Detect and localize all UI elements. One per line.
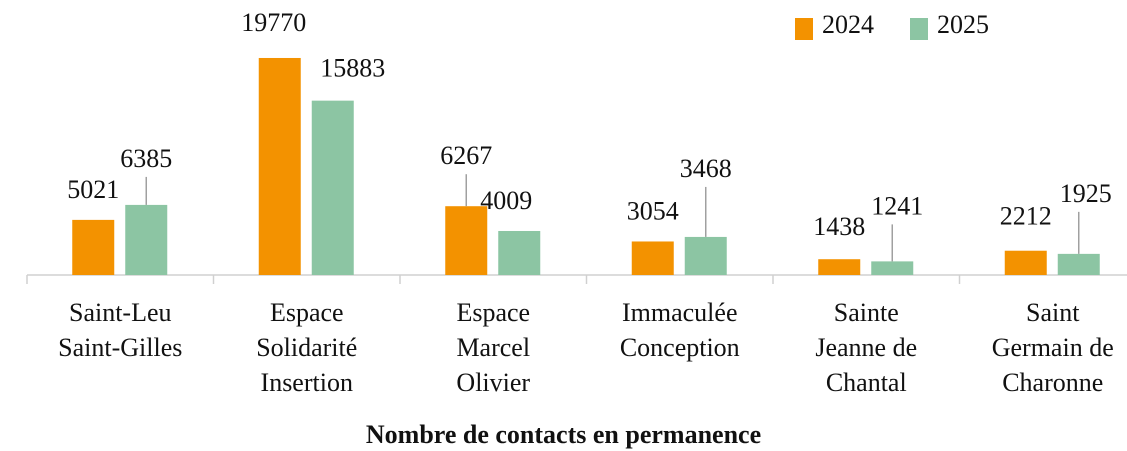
bar [72,219,115,275]
x-tick-label: Sainte Jeanne de Chantal [815,298,918,397]
bar [1057,253,1100,275]
data-label: 5021 [67,175,119,204]
bar [311,100,354,275]
legend-label: 2025 [937,10,989,39]
data-label: 3054 [627,196,679,225]
data-label: 6267 [440,141,492,170]
data-label: 3468 [680,154,732,183]
x-tick-label: Immaculée Conception [619,298,740,362]
bar [684,236,727,275]
data-label: 2212 [1000,202,1052,231]
data-label: 15883 [320,54,385,83]
x-tick-label: Espace Solidarité Insertion [256,298,358,397]
bar [871,261,914,275]
data-label: 19770 [241,8,306,37]
bar [631,241,674,275]
data-label: 1241 [871,191,923,220]
x-tick-label: Saint-Leu Saint-Gilles [58,298,183,362]
legend-swatch [910,18,928,40]
data-label: 1438 [813,212,865,241]
data-label: 6385 [120,144,172,173]
chart-title: Nombre de contacts en permanence [365,420,762,449]
bar [258,57,301,276]
bar [498,230,541,275]
bar [818,259,861,275]
legend-swatch [795,18,813,40]
bar [445,206,488,275]
x-tick-label: Espace Marcel Olivier [456,298,531,397]
legend-label: 2024 [822,10,874,39]
bar [125,204,168,275]
bar [1004,250,1047,275]
x-tick-label: Saint Germain de Charonne [991,298,1114,397]
data-label: 1925 [1060,179,1112,208]
data-label: 4009 [480,186,532,215]
